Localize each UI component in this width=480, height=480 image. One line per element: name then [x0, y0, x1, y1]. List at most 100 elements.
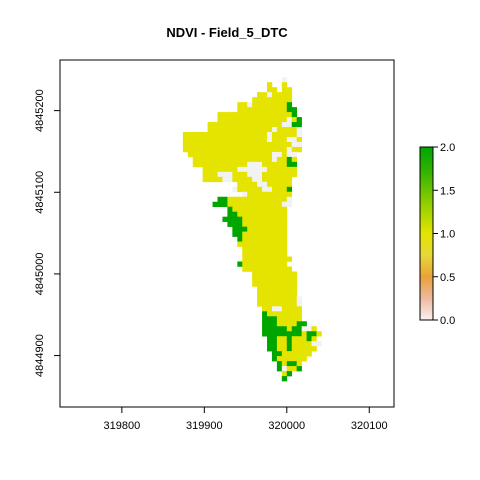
- raster-cell: [281, 341, 288, 347]
- raster-cell: [286, 127, 293, 133]
- raster-cell: [267, 316, 273, 322]
- raster-cell: [267, 97, 273, 103]
- raster-cell: [286, 102, 293, 108]
- raster-cell: [212, 141, 218, 148]
- raster-cell: [286, 266, 293, 272]
- raster-cell: [232, 226, 238, 232]
- raster-cell: [257, 211, 263, 217]
- raster-cell: [262, 132, 268, 138]
- raster-cell: [197, 161, 203, 168]
- raster-cell: [267, 256, 273, 262]
- raster-cell: [281, 256, 288, 262]
- raster-cell: [247, 127, 253, 133]
- raster-cell: [271, 331, 278, 337]
- raster-cell: [286, 271, 293, 277]
- raster-cell: [296, 356, 302, 362]
- raster-cell: [187, 141, 194, 148]
- raster-cell: [281, 171, 288, 178]
- raster-cell: [212, 156, 218, 163]
- raster-cell: [197, 132, 203, 138]
- raster-cell: [276, 186, 283, 193]
- raster-cell: [271, 196, 278, 203]
- raster-cell: [257, 281, 263, 287]
- raster-cell: [182, 141, 189, 148]
- raster-cell: [257, 226, 263, 232]
- raster-cell: [276, 321, 283, 327]
- raster-cell: [262, 127, 268, 133]
- raster-cell: [247, 181, 253, 188]
- raster-cell: [276, 196, 283, 203]
- raster-cell: [276, 156, 283, 163]
- raster-cell: [286, 351, 293, 357]
- raster-cell: [267, 276, 273, 282]
- raster-cell: [232, 146, 238, 153]
- raster-cell: [222, 136, 228, 143]
- raster-cell: [276, 161, 283, 168]
- raster-cell: [252, 201, 258, 208]
- raster-cell: [291, 127, 297, 133]
- raster-cell: [286, 286, 293, 292]
- raster-cell: [271, 136, 278, 143]
- raster-cell: [267, 191, 273, 198]
- raster-cell: [276, 226, 283, 232]
- raster-cell: [247, 206, 253, 212]
- x-tick-label: 319900: [186, 420, 223, 432]
- raster-cell: [237, 117, 243, 123]
- raster-cell: [257, 141, 263, 148]
- y-tick-label: 4844900: [34, 334, 46, 377]
- raster-cell: [291, 301, 297, 307]
- raster-cell: [262, 281, 268, 287]
- raster-cell: [291, 351, 297, 357]
- raster-cell: [267, 281, 273, 287]
- raster-cell: [222, 176, 228, 183]
- raster-cell: [286, 151, 293, 158]
- raster-cell: [276, 171, 283, 178]
- plot-frame: [59, 59, 395, 408]
- raster-cell: [247, 117, 253, 123]
- raster-cell: [286, 132, 293, 138]
- raster-cell: [247, 102, 253, 108]
- raster-cell: [271, 146, 278, 153]
- raster-cell: [291, 316, 297, 322]
- raster-cell: [212, 166, 218, 173]
- raster-cell: [257, 231, 263, 237]
- raster-cell: [301, 351, 307, 357]
- raster-cell: [296, 366, 302, 372]
- raster-cell: [237, 146, 243, 153]
- colorbar: [419, 146, 434, 321]
- raster-cell: [291, 276, 297, 282]
- raster-cell: [237, 171, 243, 178]
- raster-cell: [237, 102, 243, 108]
- raster-cell: [281, 361, 288, 367]
- raster-cell: [247, 122, 253, 128]
- raster-cell: [267, 211, 273, 217]
- raster-cell: [182, 132, 189, 138]
- raster-cell: [252, 236, 258, 242]
- raster-cell: [237, 186, 243, 193]
- raster-cell: [296, 311, 302, 317]
- raster-cell: [242, 181, 248, 188]
- raster-cell: [242, 231, 248, 237]
- raster-cell: [252, 206, 258, 212]
- raster-cell: [281, 336, 288, 342]
- raster-cell: [281, 117, 288, 123]
- raster-cell: [286, 136, 293, 143]
- raster-cell: [232, 176, 238, 183]
- raster-cell: [192, 156, 199, 163]
- raster-cell: [281, 366, 288, 372]
- raster-cell: [232, 206, 238, 212]
- raster-cell: [252, 246, 258, 252]
- raster-cell: [217, 156, 223, 163]
- raster-cell: [286, 371, 293, 377]
- raster-cell: [276, 246, 283, 252]
- raster-cell: [232, 231, 238, 237]
- raster-cell: [301, 321, 307, 327]
- raster-cell: [281, 82, 288, 88]
- raster-cell: [252, 151, 258, 158]
- raster-cell: [257, 176, 263, 183]
- raster-cell: [252, 266, 258, 272]
- raster-cell: [296, 341, 302, 347]
- raster-cell: [237, 226, 243, 232]
- raster-cell: [242, 246, 248, 252]
- raster-cell: [262, 331, 268, 337]
